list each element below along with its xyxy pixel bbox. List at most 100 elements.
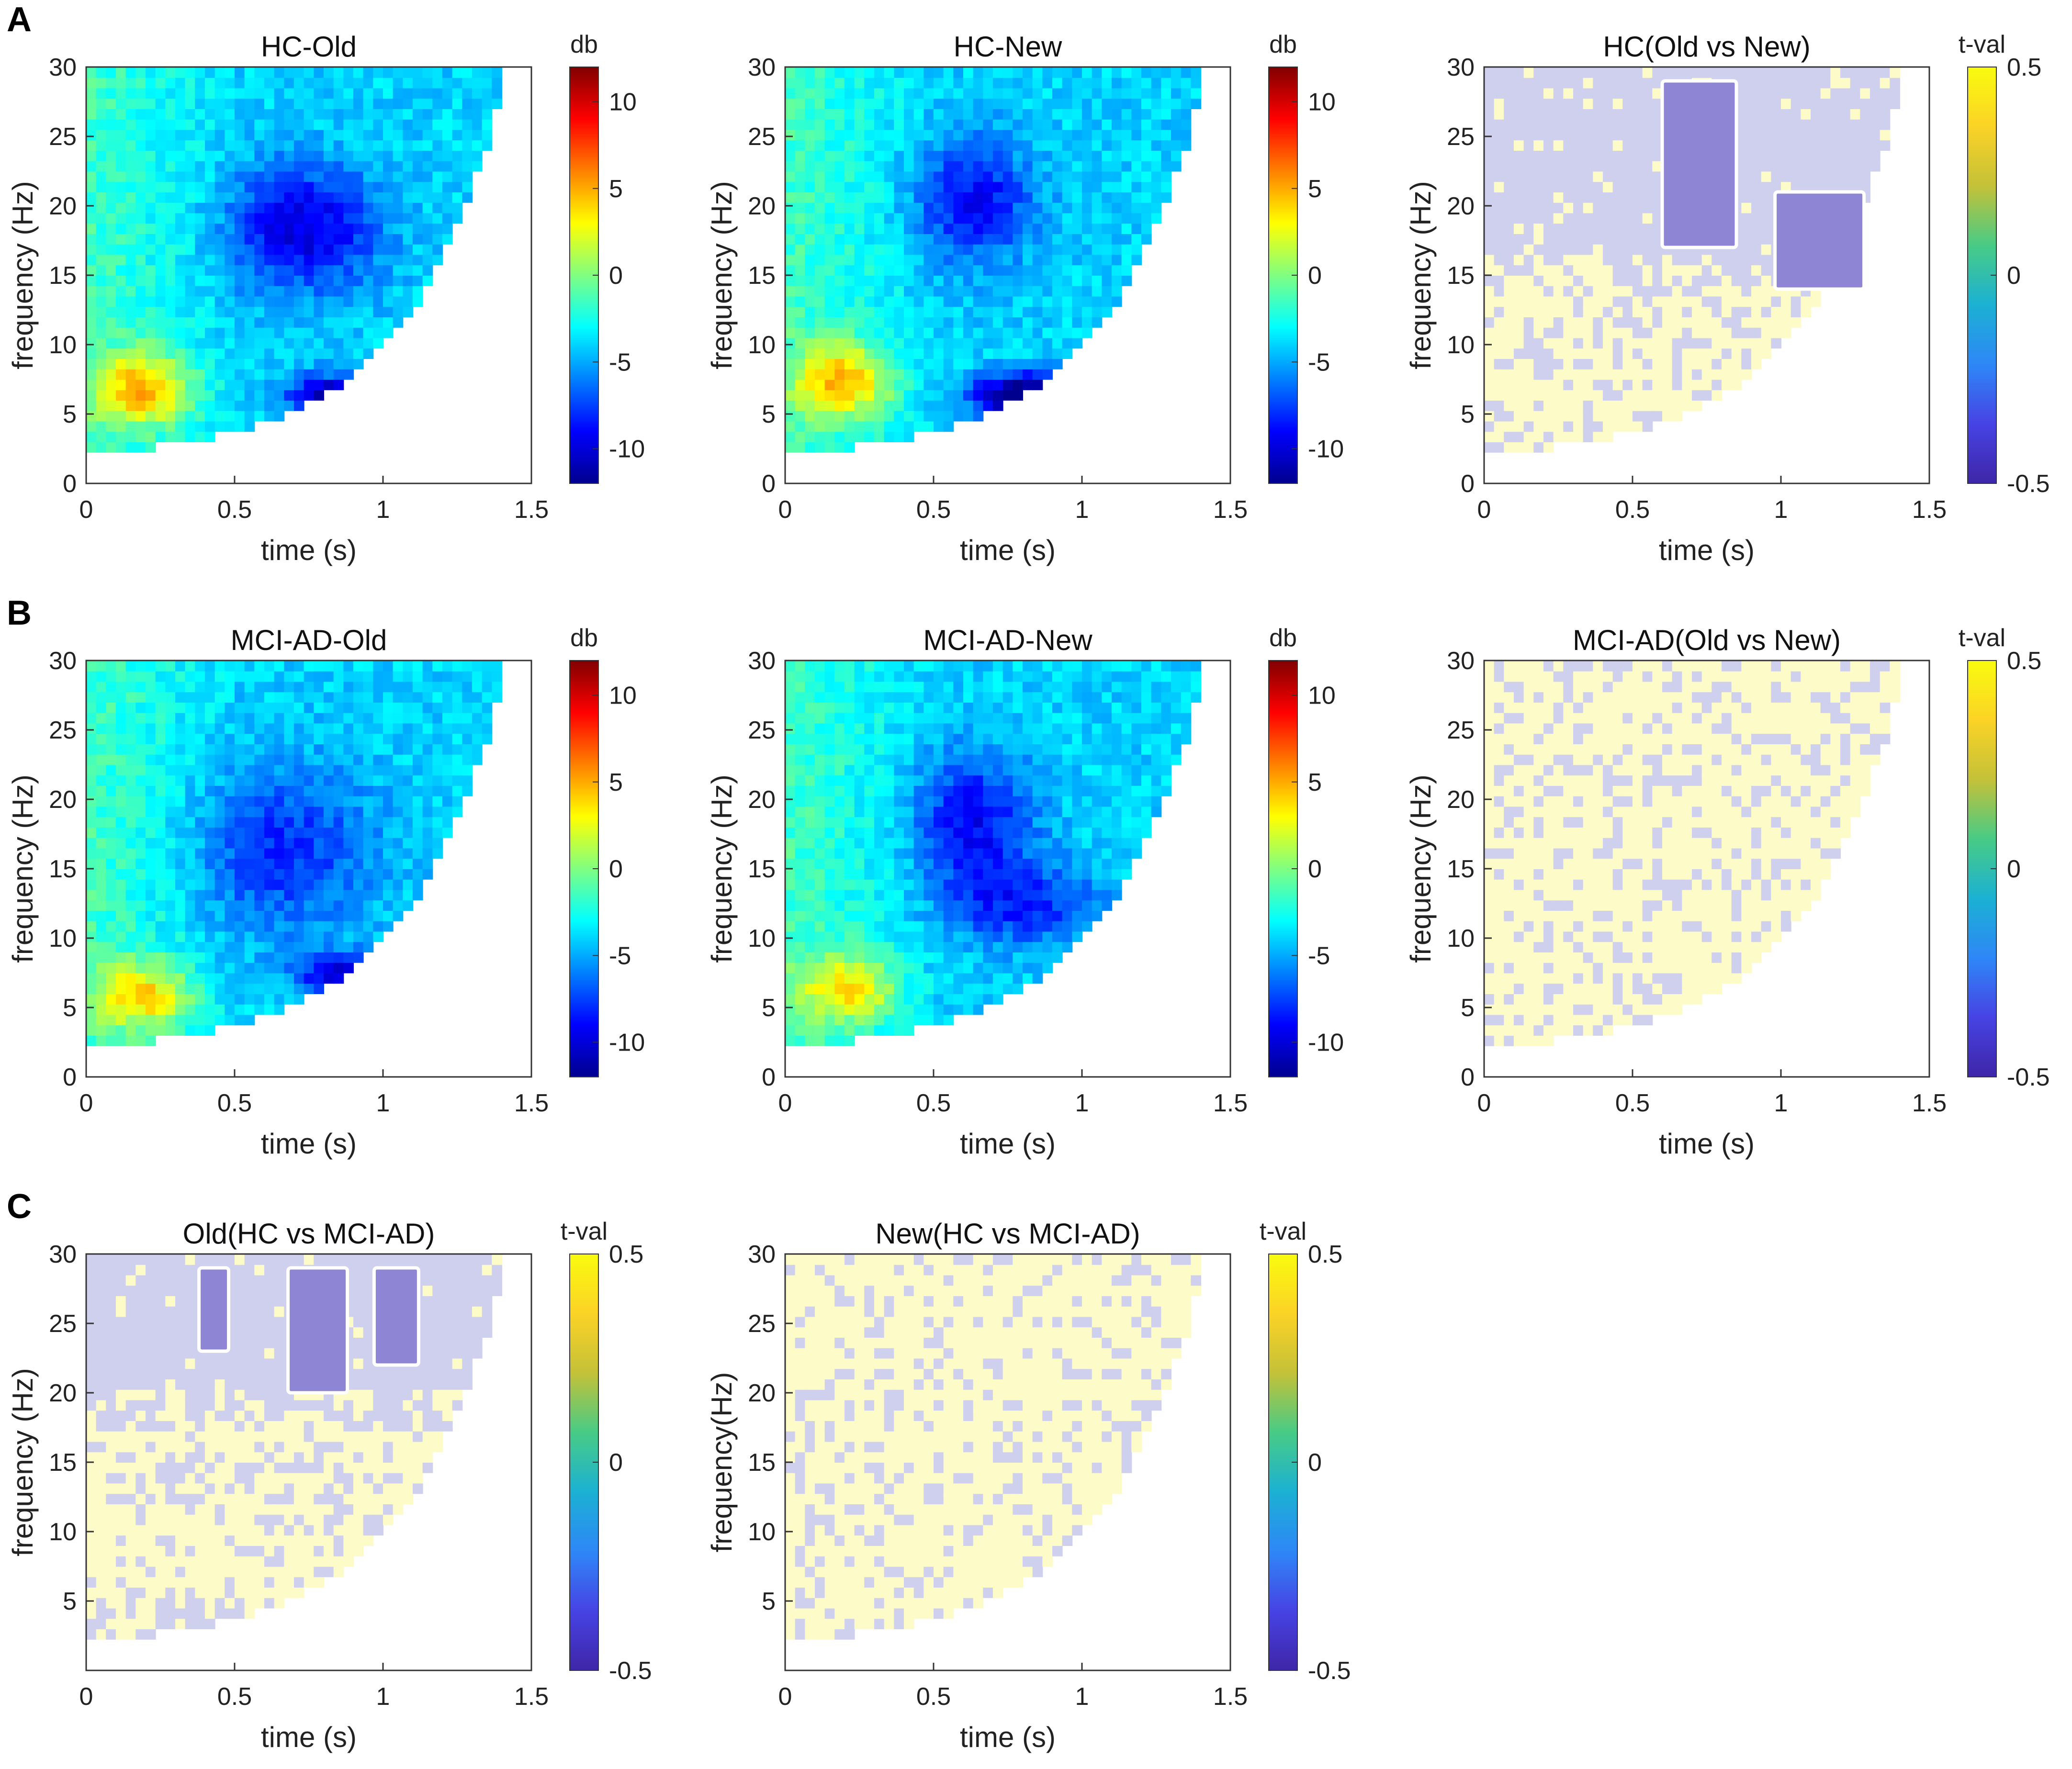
heatmap-cell [815,109,825,120]
heatmap-cell [1042,317,1053,328]
heatmap-cell [943,109,954,120]
heatmap-cell [86,962,97,974]
heatmap-cell [393,140,404,151]
heatmap-cell [254,202,265,213]
heatmap-cell [1181,88,1192,99]
heatmap-cell [1023,296,1033,307]
heatmap-cell [904,306,914,317]
heatmap-cell [874,160,885,172]
heatmap-cell [1573,254,1584,266]
heatmap-cell [874,400,885,411]
heatmap-cell [1633,171,1643,182]
heatmap-cell [1751,254,1762,266]
heatmap-cell [1593,234,1603,245]
heatmap-cell [1633,244,1643,255]
heatmap-cell [1612,213,1623,224]
heatmap-cell [324,67,334,78]
heatmap-cell [324,733,334,744]
heatmap-cell [1880,77,1891,89]
heatmap-cell [284,712,294,724]
heatmap-cell [1642,77,1653,89]
heatmap-cell [1860,77,1870,89]
heatmap-cell [923,244,934,255]
heatmap-cell [1543,348,1554,359]
heatmap-cell [413,150,423,161]
heatmap-cell [96,265,107,276]
heatmap-cell [1731,369,1742,380]
y-tick-label: 20 [49,192,77,220]
heatmap-cell [1072,88,1082,99]
heatmap-cell [1533,296,1544,307]
heatmap-cell [304,254,315,266]
heatmap-cell [175,181,186,192]
heatmap-cell [1032,88,1043,99]
heatmap-cell [254,410,265,422]
heatmap-cell [1563,213,1574,224]
heatmap-cell [923,265,934,276]
heatmap-cell [904,244,914,255]
heatmap-cell [1622,244,1633,255]
heatmap-cell [254,327,265,338]
heatmap-cell [86,421,97,432]
heatmap-cell [314,129,324,141]
heatmap-cell [1830,171,1841,182]
heatmap-cell [225,244,235,255]
heatmap-cell [1583,254,1594,266]
heatmap-cell [1840,181,1851,192]
heatmap-cell [106,400,116,411]
heatmap-cell [432,119,443,130]
heatmap-cell [864,358,875,369]
heatmap-cell [116,244,126,255]
heatmap-cell [343,837,354,849]
heatmap-cell [864,234,875,245]
heatmap-cell [214,806,225,817]
heatmap-cell [943,88,954,99]
heatmap-cell [324,296,334,307]
heatmap-cell [785,369,796,380]
heatmap-cell [1761,129,1772,141]
heatmap-cell [1751,348,1762,359]
heatmap-cell [1593,171,1603,182]
heatmap-cell [1062,285,1073,297]
heatmap-cell [125,702,136,713]
heatmap-cell [393,223,404,234]
heatmap-cell [264,160,275,172]
heatmap-cell [923,348,934,359]
heatmap-cell [1603,202,1613,213]
heatmap-cell [383,275,394,286]
heatmap-cell [1652,213,1663,224]
heatmap-cell [304,973,315,984]
heatmap-cell [155,98,166,109]
heatmap-cell [86,390,97,401]
heatmap-cell [1102,285,1112,297]
heatmap-cell [393,265,404,276]
heatmap-cell [155,827,166,838]
heatmap-cell [195,431,205,442]
heatmap-cell [304,889,315,901]
heatmap-cell [214,140,225,151]
heatmap-cell [874,285,885,297]
heatmap-cell [116,754,126,765]
heatmap-cell [146,275,156,286]
heatmap-cell [195,920,205,932]
heatmap-cell [1102,234,1112,245]
heatmap-cell [1181,77,1192,89]
heatmap-cell [1062,254,1073,266]
heatmap-cell [106,317,116,328]
heatmap-cell [264,962,275,974]
heatmap-cell [993,317,1003,328]
heatmap-cell [1741,77,1752,89]
heatmap-cell [135,1035,146,1046]
heatmap-cell [1052,150,1063,161]
heatmap-cell [1161,160,1171,172]
heatmap-cell [894,265,904,276]
heatmap-cell [1092,296,1103,307]
heatmap-cell [1102,98,1112,109]
heatmap-cell [195,337,205,349]
heatmap-cell [125,764,136,776]
heatmap-cell [1603,327,1613,338]
heatmap-cell [125,879,136,890]
heatmap-cell [135,275,146,286]
heatmap-cell [1870,119,1881,130]
heatmap-cell [953,369,964,380]
